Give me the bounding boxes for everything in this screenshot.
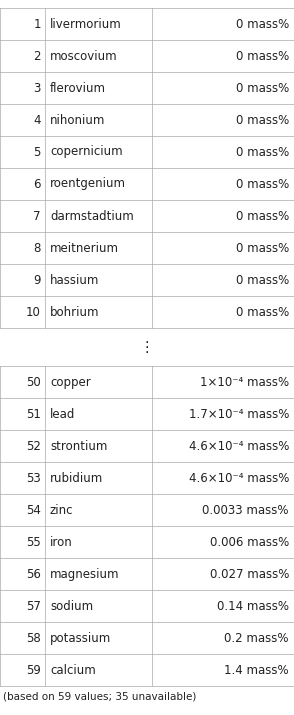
Text: 0 mass%: 0 mass% <box>236 274 289 287</box>
Text: 4.6×10⁻⁴ mass%: 4.6×10⁻⁴ mass% <box>189 472 289 485</box>
Text: 10: 10 <box>26 305 41 318</box>
Text: 53: 53 <box>26 472 41 485</box>
Text: 0 mass%: 0 mass% <box>236 209 289 222</box>
Text: livermorium: livermorium <box>50 17 122 31</box>
Text: 0 mass%: 0 mass% <box>236 177 289 190</box>
Text: 58: 58 <box>26 632 41 645</box>
Text: 0 mass%: 0 mass% <box>236 82 289 94</box>
Text: 6: 6 <box>34 177 41 190</box>
Text: magnesium: magnesium <box>50 568 119 581</box>
Text: darmstadtium: darmstadtium <box>50 209 134 222</box>
Text: 4: 4 <box>34 114 41 127</box>
Text: moscovium: moscovium <box>50 49 118 62</box>
Text: 54: 54 <box>26 504 41 517</box>
Text: 57: 57 <box>26 600 41 613</box>
Text: strontium: strontium <box>50 440 107 453</box>
Text: flerovium: flerovium <box>50 82 106 94</box>
Text: calcium: calcium <box>50 664 96 677</box>
Text: zinc: zinc <box>50 504 74 517</box>
Text: copernicium: copernicium <box>50 145 123 159</box>
Text: iron: iron <box>50 536 73 549</box>
Text: 1.4 mass%: 1.4 mass% <box>224 664 289 677</box>
Text: 0.2 mass%: 0.2 mass% <box>225 632 289 645</box>
Text: 0 mass%: 0 mass% <box>236 49 289 62</box>
Text: 2: 2 <box>34 49 41 62</box>
Text: 5: 5 <box>34 145 41 159</box>
Text: (based on 59 values; 35 unavailable): (based on 59 values; 35 unavailable) <box>3 691 196 701</box>
Text: 0.14 mass%: 0.14 mass% <box>217 600 289 613</box>
Text: copper: copper <box>50 376 91 389</box>
Text: nihonium: nihonium <box>50 114 105 127</box>
Text: 52: 52 <box>26 440 41 453</box>
Text: 55: 55 <box>26 536 41 549</box>
Text: rubidium: rubidium <box>50 472 103 485</box>
Text: 0.027 mass%: 0.027 mass% <box>210 568 289 581</box>
Text: 3: 3 <box>34 82 41 94</box>
Text: 4.6×10⁻⁴ mass%: 4.6×10⁻⁴ mass% <box>189 440 289 453</box>
Text: 1: 1 <box>34 17 41 31</box>
Text: meitnerium: meitnerium <box>50 242 119 255</box>
Text: 0 mass%: 0 mass% <box>236 305 289 318</box>
Text: sodium: sodium <box>50 600 93 613</box>
Text: hassium: hassium <box>50 274 99 287</box>
Text: 9: 9 <box>34 274 41 287</box>
Text: 50: 50 <box>26 376 41 389</box>
Text: bohrium: bohrium <box>50 305 99 318</box>
Text: 0 mass%: 0 mass% <box>236 17 289 31</box>
Text: lead: lead <box>50 408 75 421</box>
Text: 0.006 mass%: 0.006 mass% <box>210 536 289 549</box>
Text: 51: 51 <box>26 408 41 421</box>
Text: potassium: potassium <box>50 632 111 645</box>
Text: roentgenium: roentgenium <box>50 177 126 190</box>
Text: 1×10⁻⁴ mass%: 1×10⁻⁴ mass% <box>200 376 289 389</box>
Text: 8: 8 <box>34 242 41 255</box>
Text: 0 mass%: 0 mass% <box>236 145 289 159</box>
Text: 0 mass%: 0 mass% <box>236 242 289 255</box>
Text: 7: 7 <box>34 209 41 222</box>
Text: 59: 59 <box>26 664 41 677</box>
Text: ⋮: ⋮ <box>140 340 154 355</box>
Text: 0 mass%: 0 mass% <box>236 114 289 127</box>
Text: 0.0033 mass%: 0.0033 mass% <box>203 504 289 517</box>
Text: 1.7×10⁻⁴ mass%: 1.7×10⁻⁴ mass% <box>189 408 289 421</box>
Text: 56: 56 <box>26 568 41 581</box>
